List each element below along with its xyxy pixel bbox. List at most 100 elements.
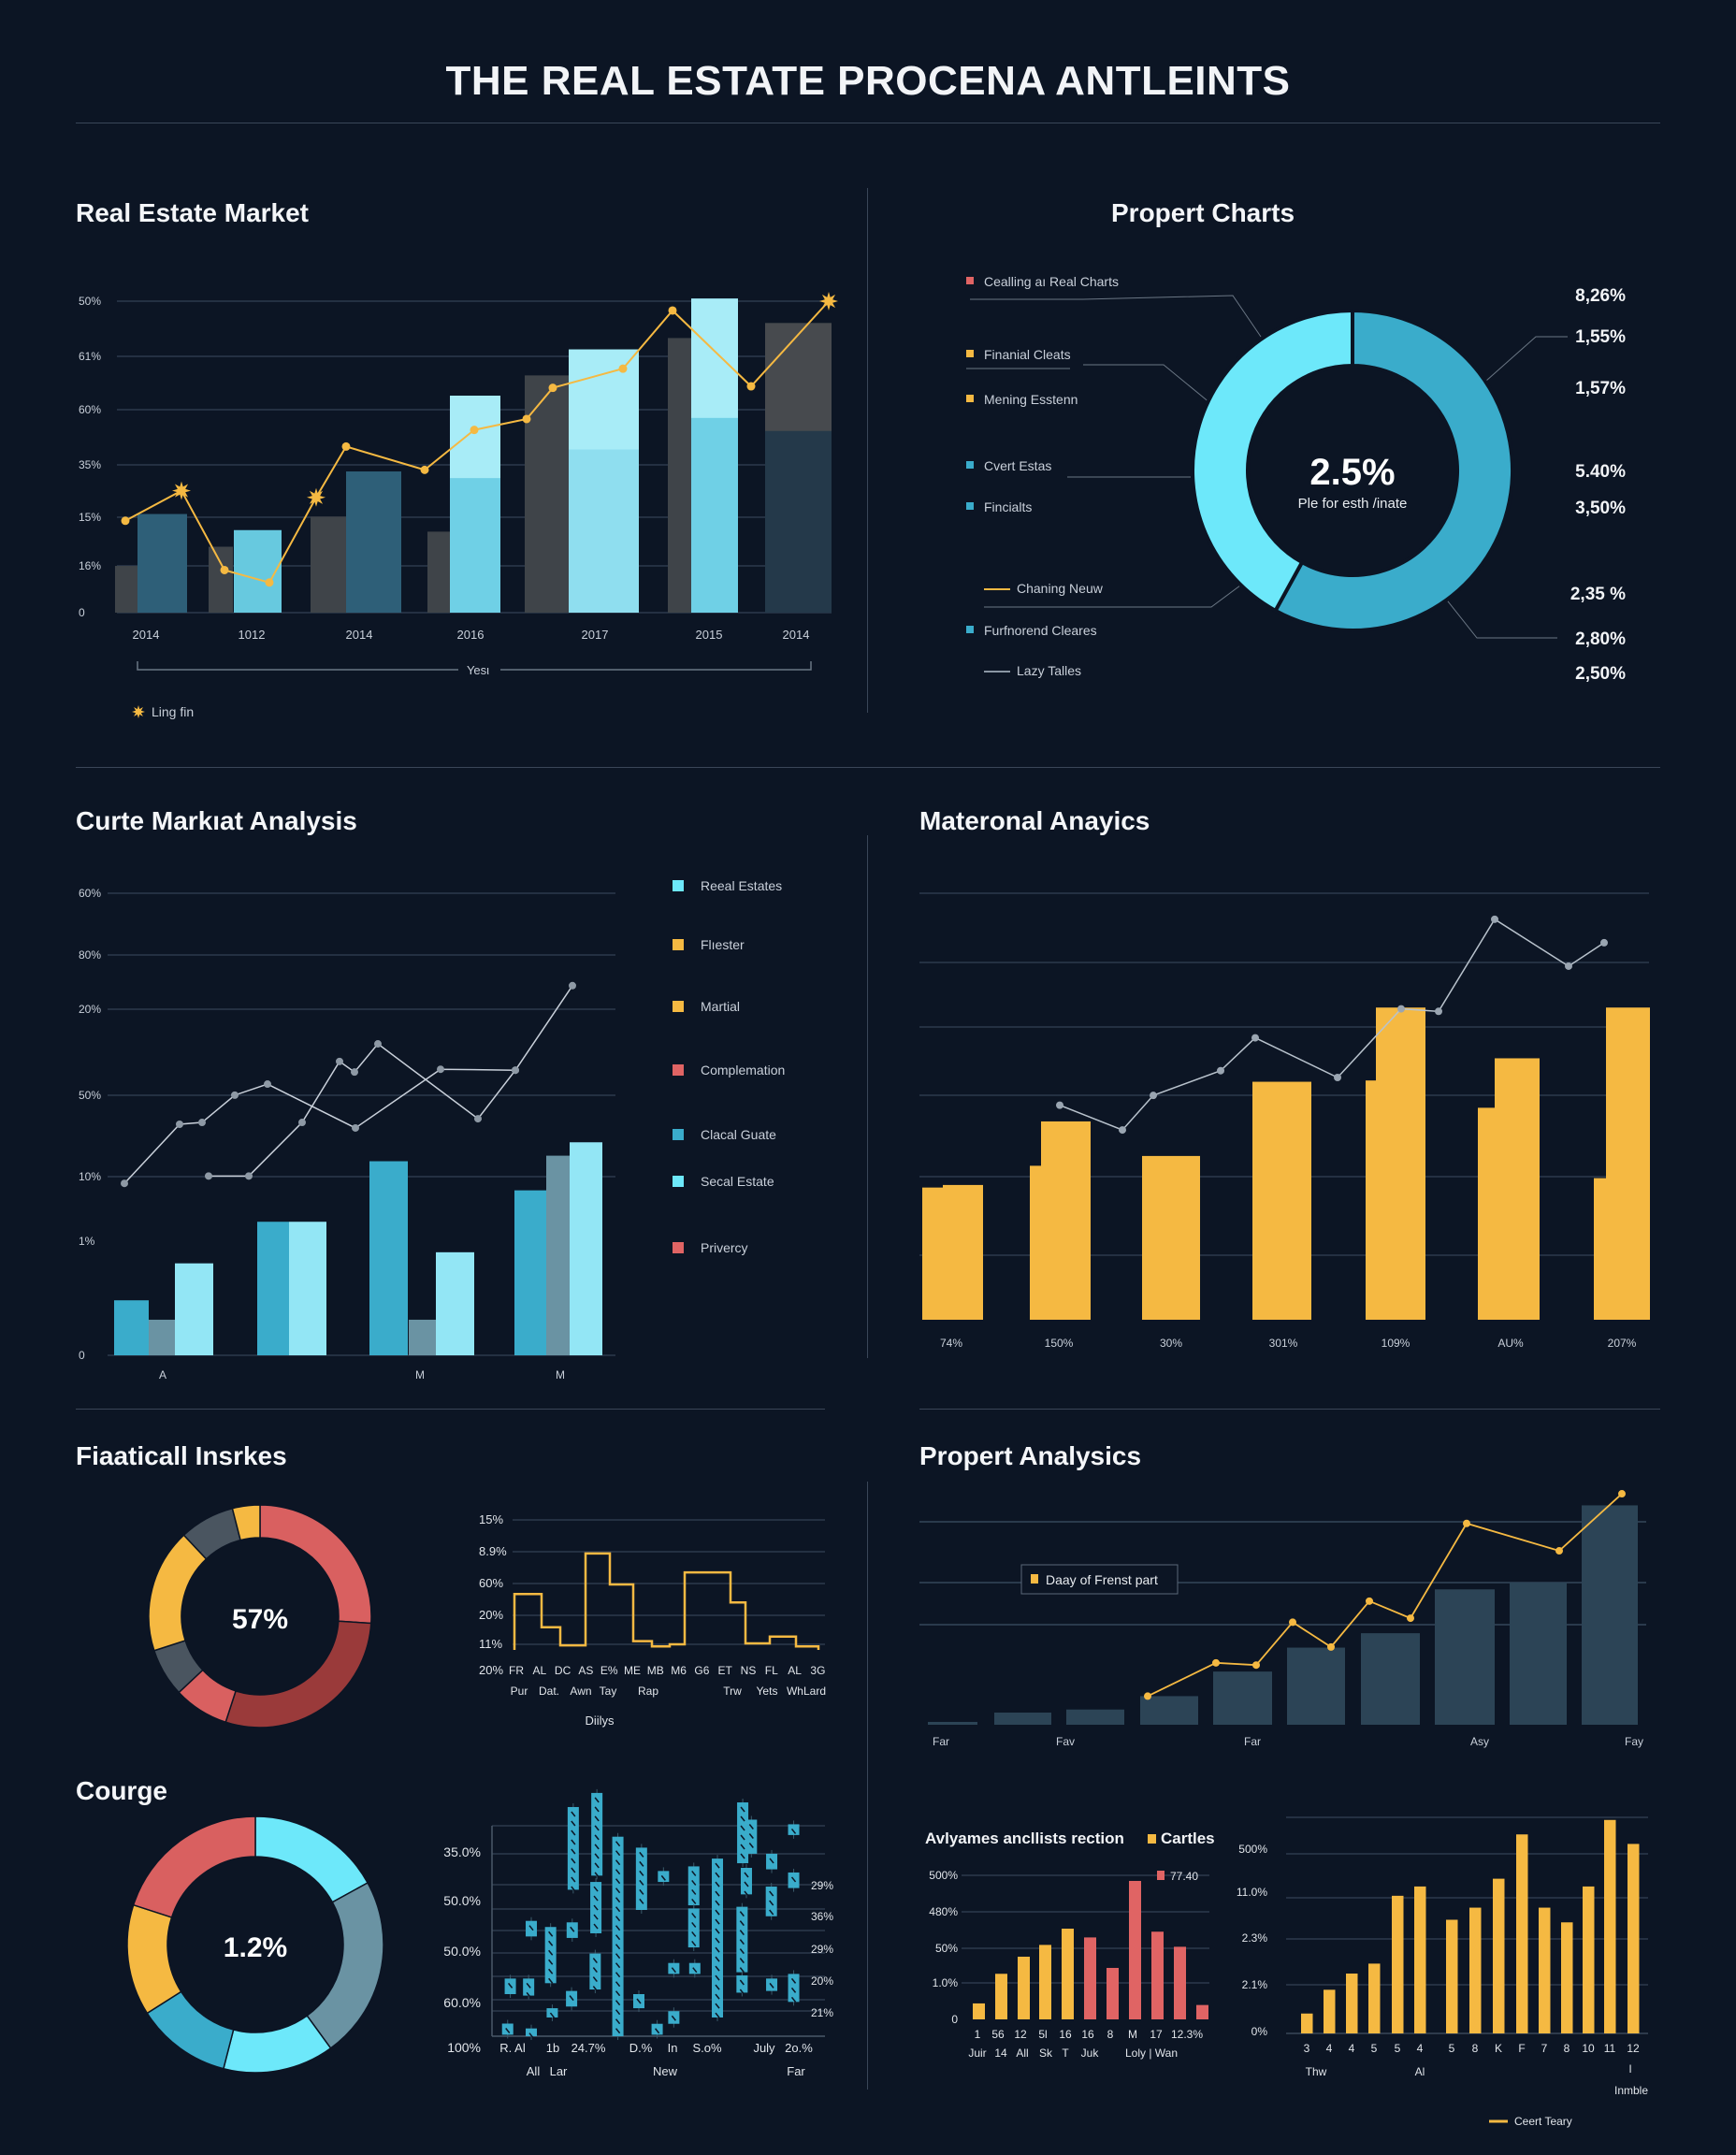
box-glyph <box>615 1925 621 1931</box>
box-glyph <box>740 1815 745 1822</box>
bar <box>1594 1178 1608 1320</box>
x-tick-label: Loly | Wan <box>1125 2047 1178 2060</box>
box-glyph <box>548 1949 554 1956</box>
x-tick-label: 11 <box>1604 2042 1616 2055</box>
bar <box>1582 1505 1638 1725</box>
bar <box>1516 1834 1528 2033</box>
bar <box>943 1184 983 1320</box>
donut-center-value: 1.2% <box>224 1932 287 1963</box>
bar <box>668 338 691 613</box>
box-glyph <box>715 1993 720 2000</box>
box-glyph <box>571 1876 576 1883</box>
x-tick-label: Far <box>933 1735 949 1748</box>
x-tick-label: 8 <box>1472 2042 1479 2055</box>
x-tick-label: 1b <box>546 2041 559 2055</box>
donut-center-value: 2.5% <box>1309 452 1395 493</box>
bar <box>1084 1937 1096 2019</box>
box-glyph <box>528 1925 534 1931</box>
y-tick-label: 0% <box>1251 2025 1268 2038</box>
box-glyph <box>594 1797 600 1803</box>
box-glyph <box>592 1967 598 1974</box>
line-series <box>1147 1493 1623 1698</box>
bar <box>1030 1165 1043 1320</box>
x-tick-label: D.% <box>629 2041 653 2055</box>
box-glyph <box>507 1982 514 1989</box>
box-glyph <box>639 1860 644 1867</box>
bar <box>765 430 832 613</box>
box-glyph <box>615 1897 621 1903</box>
box-glyph <box>691 1912 697 1918</box>
bar-highlight <box>450 396 500 479</box>
line-marker <box>1618 1490 1626 1498</box>
x-tick-label: M <box>1128 2028 1137 2041</box>
donut-slice <box>132 1815 256 1918</box>
line-marker <box>1463 1519 1470 1527</box>
bar <box>1062 1929 1074 2019</box>
x-tick-label: 14 <box>994 2047 1007 2060</box>
box-glyph <box>790 1828 797 1834</box>
box-glyph <box>715 1862 720 1869</box>
x-tick-label: NS <box>741 1664 757 1677</box>
row-divider <box>919 1409 1660 1410</box>
y-tick-label: 16% <box>79 559 101 572</box>
bar <box>994 1712 1051 1725</box>
box-glyph <box>654 2028 660 2034</box>
box-glyph <box>593 1923 599 1930</box>
legend-label: Mening Esstenn <box>984 392 1078 407</box>
box-glyph <box>691 1898 697 1904</box>
chart-title: Avlyames ancllists rection <box>925 1830 1124 1847</box>
range-box <box>688 1962 701 1974</box>
x-axis-title: Diilys <box>585 1714 615 1728</box>
x-tick-label: Dat. <box>539 1685 559 1698</box>
bar <box>311 516 346 613</box>
x-tick-label: New <box>653 2064 678 2078</box>
x-tick-label: 5 <box>1449 2042 1455 2055</box>
line-marker <box>668 306 677 315</box>
line-marker <box>474 1115 482 1123</box>
box-glyph <box>548 1977 554 1984</box>
donut-slice <box>231 1504 261 1541</box>
legend-square-icon <box>966 461 974 469</box>
line-series <box>123 1068 516 1184</box>
value-label: 1,57% <box>1575 379 1626 398</box>
value-label: 2,50% <box>1575 664 1626 684</box>
legend-label: Cartles <box>1161 1830 1215 1847</box>
x-tick-label: Pur <box>511 1685 528 1698</box>
line-marker <box>548 383 557 393</box>
box-glyph <box>571 1839 576 1845</box>
box-glyph <box>639 1879 644 1886</box>
x-tick-label: 12 <box>1014 2028 1027 2041</box>
bar <box>1252 1081 1311 1320</box>
bar <box>570 1142 602 1355</box>
line-marker <box>121 516 130 526</box>
box-glyph <box>571 1858 576 1864</box>
bar <box>1066 1709 1124 1725</box>
box-glyph <box>740 1825 745 1831</box>
x-tick-label: 2015 <box>696 628 723 642</box>
bar <box>1495 1058 1540 1320</box>
leader-line <box>984 582 1245 608</box>
bar <box>114 1300 149 1355</box>
box-glyph <box>615 1944 621 1950</box>
box-glyph <box>593 1886 599 1892</box>
box-glyph <box>549 2012 556 2018</box>
y-tick-label: 8.9% <box>479 1544 507 1558</box>
page-title: THE REAL ESTATE PROCENA ANTLEINTS <box>445 58 1291 104</box>
range-box <box>736 1906 748 1973</box>
x-tick-label: 16 <box>1081 2028 1094 2041</box>
line-marker <box>1252 1661 1260 1670</box>
line-marker <box>352 1123 359 1132</box>
star-marker <box>819 292 838 311</box>
line-marker <box>1397 1005 1405 1013</box>
x-tick-label: Fay <box>1625 1735 1643 1748</box>
box-glyph <box>548 1959 554 1965</box>
box-glyph <box>744 1881 749 1887</box>
box-glyph <box>615 1906 621 1913</box>
x-tick-label: 12 <box>1627 2042 1640 2055</box>
value-label: 2,80% <box>1575 629 1626 649</box>
legend-label: Chaning Neuw <box>1017 581 1104 596</box>
line-marker <box>1144 1692 1151 1700</box>
legend-box <box>1020 1564 1179 1595</box>
value-label: 3,50% <box>1575 499 1626 518</box>
